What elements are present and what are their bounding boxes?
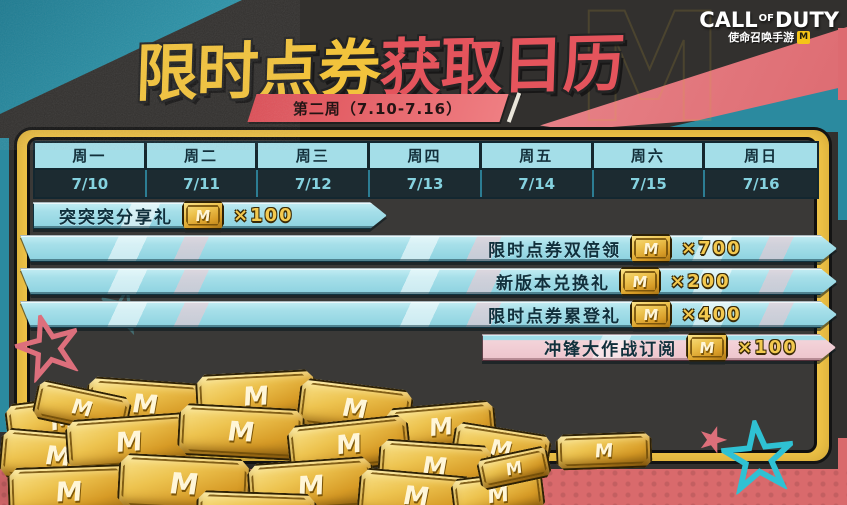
event-label: 冲锋大作战订阅 <box>544 340 678 360</box>
event-label: 限时点券累登礼 <box>488 307 621 327</box>
points-ticket-icon: M <box>686 332 729 362</box>
date-cell: 7/16 <box>742 174 780 193</box>
event-amount: ×700 <box>681 238 742 259</box>
event-label: 限时点券双倍领 <box>488 241 621 261</box>
margin-pink-decoration <box>838 28 847 102</box>
event-amount: ×100 <box>737 337 798 358</box>
cod-logo-wordmark: CALLOFDUTY <box>699 8 839 32</box>
weekday-cell: 周二 <box>147 143 259 168</box>
event-amount: ×400 <box>681 304 742 325</box>
cyan-outline-star-icon <box>718 416 798 496</box>
date-cell: 7/10 <box>35 170 147 197</box>
points-ticket-icon: M <box>619 266 661 296</box>
event-label: 突突突分享礼 <box>59 208 173 228</box>
event-amount: ×200 <box>670 271 731 292</box>
weekday-header-row: 周一 周二 周三 周四 周五 周六 周日 <box>33 141 819 170</box>
points-ticket-icon: M <box>630 233 672 263</box>
weekday-cell: 周四 <box>370 143 482 168</box>
event-bar: 冲锋大作战订阅 M ×100 <box>482 332 836 362</box>
weekday-cell: 周日 <box>744 147 779 165</box>
date-cell: 7/15 <box>594 170 706 197</box>
pink-outline-star-icon <box>9 310 82 385</box>
event-bar: 限时点券双倍领 M ×700 <box>20 233 837 263</box>
date-cell: 7/13 <box>370 170 482 197</box>
cod-logo-subtitle: 使命召唤手游 M <box>699 31 839 44</box>
points-ticket-icon: M <box>182 200 224 230</box>
weekday-cell: 周三 <box>258 143 371 168</box>
event-bar: 新版本兑换礼 M ×200 <box>20 266 837 296</box>
event-bar: 突突突分享礼 M ×100 <box>33 200 387 230</box>
ticket-pile-shadow <box>0 452 530 505</box>
weekday-cell: 周一 <box>35 143 147 168</box>
event-bar: 限时点券累登礼 M ×400 <box>20 299 837 329</box>
weekday-cell: 周六 <box>594 143 706 168</box>
date-row: 7/10 7/11 7/12 7/13 7/14 7/15 7/16 <box>33 170 819 199</box>
date-cell: 7/11 <box>147 170 259 197</box>
week-banner-text: 第二周（7.10-7.16） <box>293 99 463 118</box>
event-label: 新版本兑换礼 <box>496 274 610 294</box>
margin-teal-decoration <box>838 100 847 220</box>
pink-filled-star-icon <box>700 426 728 454</box>
date-cell: 7/12 <box>258 170 371 197</box>
date-cell: 7/14 <box>482 170 594 197</box>
cod-logo: CALLOFDUTY 使命召唤手游 M <box>699 8 839 44</box>
week-banner: 第二周（7.10-7.16） <box>247 94 509 122</box>
weekday-cell: 周五 <box>482 143 594 168</box>
points-ticket-icon: M <box>630 299 672 329</box>
teal-edge-decoration <box>0 138 9 432</box>
cod-m-badge-icon: M <box>797 31 811 44</box>
event-amount: ×100 <box>233 205 294 226</box>
